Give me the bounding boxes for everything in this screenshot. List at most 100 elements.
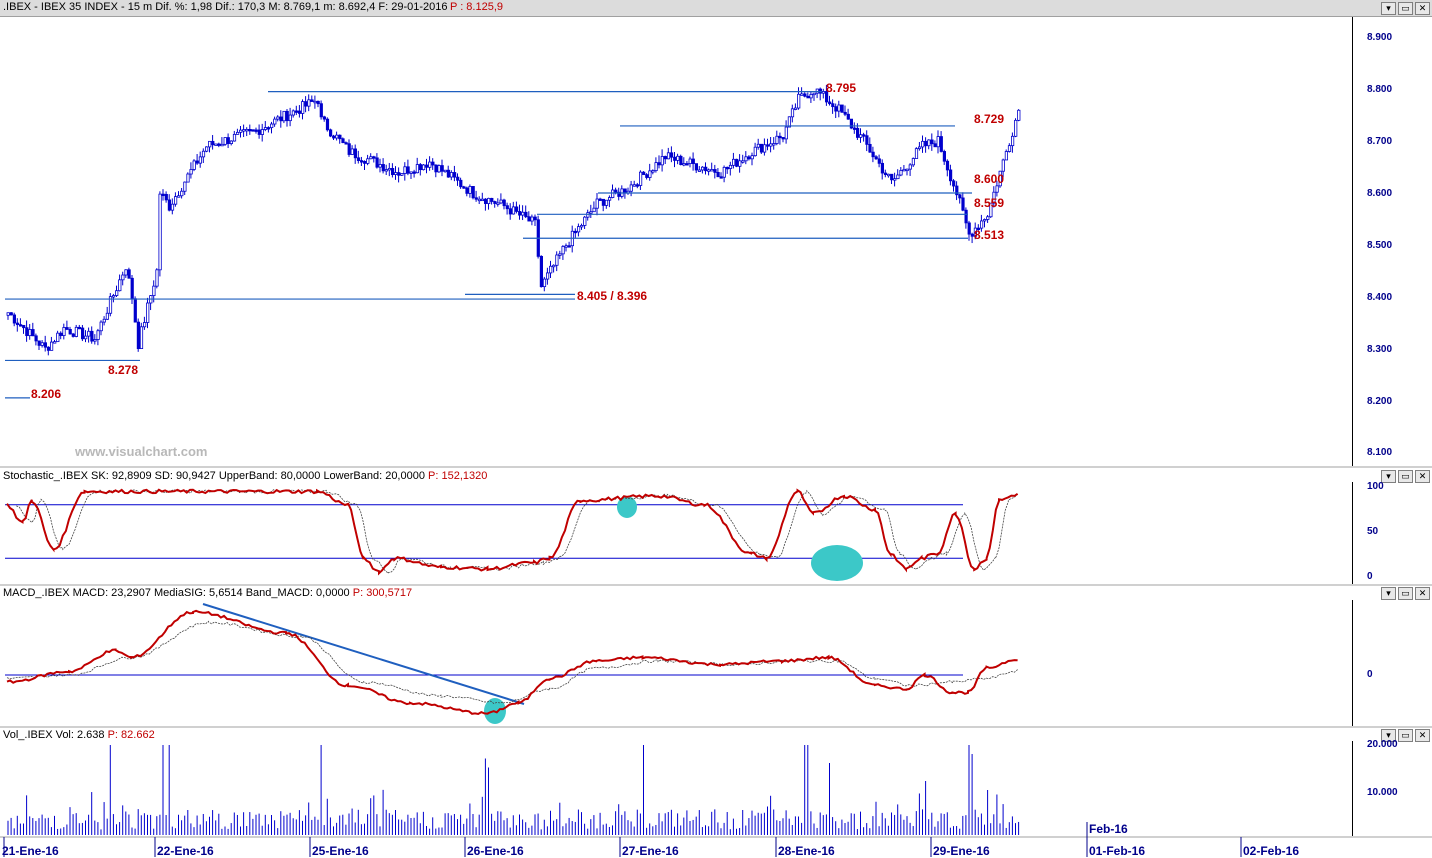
candle-body-104 [328, 129, 333, 137]
candle-body-92 [291, 110, 296, 116]
candle-body-31 [102, 318, 106, 323]
candle-body-29 [96, 330, 100, 340]
candle-body-109 [344, 142, 348, 145]
candle-body-39 [127, 269, 131, 279]
candle-body-306 [955, 185, 959, 196]
candle-body-66 [211, 140, 215, 146]
candle-body-145 [456, 176, 460, 181]
stoch-close-button[interactable]: ✕ [1415, 470, 1430, 483]
candle-body-270 [843, 111, 847, 115]
candle-body-45 [146, 302, 150, 323]
candle-body-24 [81, 327, 85, 340]
candle-body-309 [964, 209, 968, 224]
stoch-tick-100: 100 [1367, 481, 1384, 492]
candle-body-86 [273, 118, 277, 125]
vol-maximize-button[interactable]: ▭ [1398, 729, 1413, 742]
candle-body-249 [778, 135, 782, 139]
candle-body-170 [533, 216, 537, 221]
vol-minimize-button[interactable]: ▾ [1381, 729, 1396, 742]
candle-body-105 [332, 135, 336, 139]
macd-maximize-button[interactable]: ▭ [1398, 587, 1413, 600]
candle-body-246 [769, 143, 773, 147]
candle-body-242 [756, 143, 761, 148]
candle-body-19 [65, 327, 69, 330]
minimize-button[interactable]: ▾ [1381, 2, 1396, 15]
candle-body-168 [527, 216, 531, 222]
date-29-ene: 29-Ene-16 [933, 844, 990, 858]
vol-axis [1352, 741, 1432, 836]
candle-body-279 [871, 151, 875, 158]
candle-body-208 [651, 170, 655, 173]
stoch-window-buttons: ▾ ▭ ✕ [1381, 470, 1430, 483]
candle-body-175 [549, 265, 553, 274]
candle-body-283 [883, 172, 888, 176]
candle-body-112 [353, 148, 358, 159]
candle-body-195 [611, 189, 615, 198]
candle-body-308 [961, 197, 965, 211]
candle-body-324 [1011, 135, 1015, 147]
stoch-maximize-button[interactable]: ▭ [1398, 470, 1413, 483]
candle-body-289 [902, 168, 906, 172]
candle-body-301 [939, 136, 943, 152]
candle-body-151 [474, 197, 478, 200]
candle-body-156 [490, 197, 494, 202]
candle-body-78 [248, 129, 252, 132]
candle-body-297 [927, 139, 931, 147]
vol-close-button[interactable]: ✕ [1415, 729, 1430, 742]
date-26-ene: 26-Ene-16 [467, 844, 524, 858]
candle-body-226 [707, 169, 711, 172]
candle-body-271 [846, 113, 850, 120]
candle-body-311 [970, 233, 974, 237]
candle-body-21 [71, 333, 75, 337]
level-8513: 8.513 [974, 228, 1005, 242]
candle-body-291 [908, 164, 912, 170]
level-8729: 8.729 [974, 112, 1005, 126]
candle-body-65 [208, 140, 212, 148]
candle-body-228 [713, 169, 717, 173]
candle-body-62 [198, 156, 202, 164]
candle-body-111 [350, 148, 354, 155]
candle-body-197 [617, 191, 621, 197]
vol-title: Vol_.IBEX Vol: 2.638 [3, 729, 105, 741]
price-tick-8700: 8.700 [1367, 136, 1393, 147]
candle-body-252 [787, 116, 792, 128]
candle-body-50 [161, 193, 165, 197]
candle-body-155 [487, 197, 491, 204]
candle-body-133 [418, 164, 423, 171]
candle-body-179 [561, 246, 565, 255]
candle-body-99 [313, 100, 317, 104]
maximize-button[interactable]: ▭ [1398, 2, 1413, 15]
candle-body-70 [223, 137, 227, 145]
candle-body-305 [952, 180, 956, 187]
candle-body-147 [462, 186, 466, 189]
candle-body-82 [260, 129, 265, 135]
candle-body-76 [242, 129, 246, 132]
candle-body-239 [747, 156, 751, 160]
candle-body-224 [701, 166, 705, 171]
candle-body-152 [477, 198, 482, 202]
candle-body-250 [781, 137, 785, 140]
candle-body-124 [390, 168, 395, 175]
date-21-ene: 21-Ene-16 [2, 844, 59, 858]
candle-body-185 [580, 225, 584, 228]
candle-body-103 [325, 118, 330, 131]
candle-body-222 [694, 163, 699, 171]
candle-body-14 [50, 341, 54, 351]
candle-body-75 [239, 129, 243, 133]
candle-body-7 [28, 329, 32, 337]
stoch-minimize-button[interactable]: ▾ [1381, 470, 1396, 483]
candle-body-108 [341, 138, 345, 144]
macd-close-button[interactable]: ✕ [1415, 587, 1430, 600]
candle-body-315 [983, 219, 987, 222]
candle-body-174 [546, 272, 550, 280]
macd-minimize-button[interactable]: ▾ [1381, 587, 1396, 600]
candle-body-219 [685, 163, 689, 166]
candle-body-307 [958, 194, 962, 199]
date-28-ene: 28-Ene-16 [778, 844, 835, 858]
candle-body-260 [812, 92, 816, 96]
candle-body-117 [369, 156, 373, 160]
close-button[interactable]: ✕ [1415, 2, 1430, 15]
candle-body-89 [282, 110, 286, 122]
candle-body-18 [62, 327, 66, 336]
level-8206: 8.206 [31, 387, 62, 401]
